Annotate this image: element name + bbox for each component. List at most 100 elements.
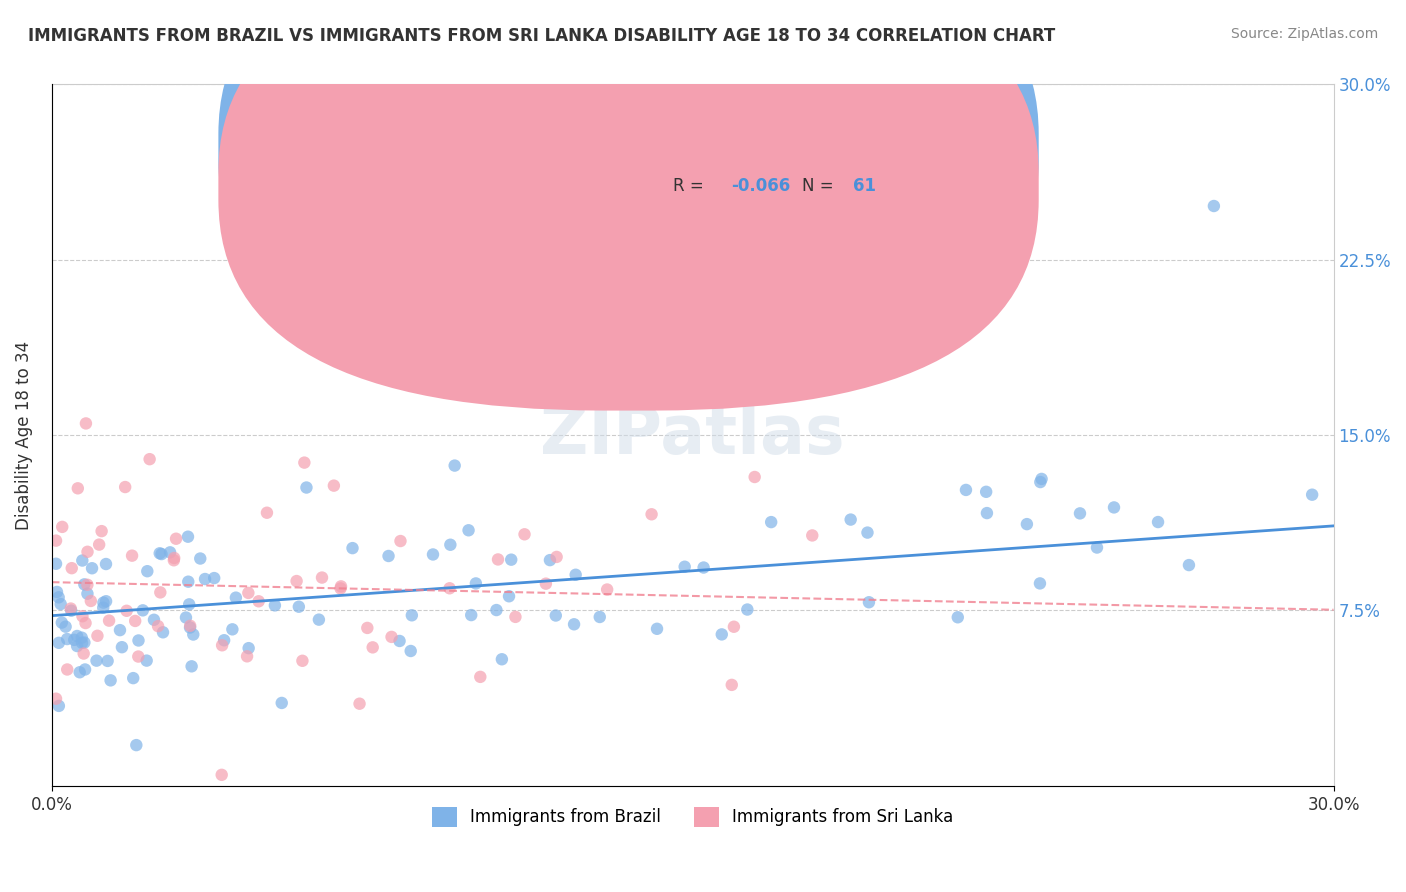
Point	[69, 665, 91, 680]
Point	[640, 508, 662, 522]
Point	[211, 638, 233, 652]
Point	[491, 652, 513, 666]
Point	[589, 610, 612, 624]
Point	[108, 623, 131, 637]
Point	[720, 678, 742, 692]
Point	[737, 602, 759, 616]
Point	[86, 654, 108, 668]
Point	[1202, 199, 1225, 213]
Point	[56, 632, 79, 646]
Point	[505, 610, 527, 624]
Point	[76, 545, 98, 559]
Point	[955, 483, 977, 497]
Point	[238, 586, 260, 600]
Point	[180, 659, 202, 673]
Point	[976, 506, 998, 520]
Point	[1029, 475, 1052, 489]
Point	[288, 599, 311, 614]
Point	[349, 697, 371, 711]
Text: 61: 61	[853, 178, 876, 195]
Point	[513, 527, 536, 541]
Point	[673, 559, 696, 574]
Point	[80, 594, 103, 608]
Point	[1029, 576, 1052, 591]
Point	[356, 621, 378, 635]
Point	[801, 528, 824, 542]
Point	[377, 549, 399, 563]
Point	[143, 613, 166, 627]
Point	[342, 541, 364, 555]
Text: -0.066: -0.066	[731, 178, 790, 195]
Point	[125, 738, 148, 752]
Point	[70, 631, 93, 645]
Point	[93, 596, 115, 610]
Point	[401, 608, 423, 623]
Point	[538, 553, 561, 567]
Point	[596, 582, 619, 597]
Legend: Immigrants from Brazil, Immigrants from Sri Lanka: Immigrants from Brazil, Immigrants from …	[425, 800, 960, 833]
Point	[1301, 488, 1323, 502]
Point	[48, 591, 70, 605]
Point	[136, 564, 159, 578]
Point	[238, 641, 260, 656]
Point	[138, 452, 160, 467]
Point	[498, 589, 520, 603]
Point	[72, 609, 94, 624]
Point	[149, 546, 172, 560]
Point	[75, 417, 97, 431]
Point	[174, 610, 197, 624]
Point	[179, 620, 201, 634]
Point	[121, 549, 143, 563]
Point	[73, 663, 96, 677]
Point	[94, 594, 117, 608]
Text: IMMIGRANTS FROM BRAZIL VS IMMIGRANTS FROM SRI LANKA DISABILITY AGE 18 TO 34 CORR: IMMIGRANTS FROM BRAZIL VS IMMIGRANTS FRO…	[28, 27, 1056, 45]
Point	[66, 481, 89, 495]
Point	[422, 548, 444, 562]
Point	[464, 576, 486, 591]
Point	[63, 632, 86, 647]
Point	[90, 524, 112, 538]
Point	[45, 557, 67, 571]
Point	[562, 617, 585, 632]
Point	[91, 600, 114, 615]
Point	[1147, 515, 1170, 529]
Point	[759, 515, 782, 529]
Point	[501, 552, 523, 566]
Point	[439, 538, 461, 552]
Point	[946, 610, 969, 624]
Point	[55, 620, 77, 634]
FancyBboxPatch shape	[218, 0, 1039, 372]
Point	[159, 545, 181, 559]
Point	[51, 520, 73, 534]
Point	[212, 633, 235, 648]
Point	[177, 574, 200, 589]
Point	[59, 601, 82, 615]
Point	[544, 608, 567, 623]
Point	[361, 640, 384, 655]
Point	[388, 634, 411, 648]
Point	[564, 567, 586, 582]
Point	[73, 577, 96, 591]
Point	[70, 636, 93, 650]
Point	[692, 560, 714, 574]
Point	[389, 534, 412, 549]
Point	[710, 627, 733, 641]
Point	[89, 538, 111, 552]
Point	[179, 598, 201, 612]
Point	[80, 561, 103, 575]
Text: R =: R =	[673, 135, 704, 153]
Point	[295, 481, 318, 495]
Point	[49, 597, 72, 611]
Point	[457, 523, 479, 537]
Text: N =: N =	[801, 135, 834, 153]
Point	[329, 582, 352, 596]
Point	[1069, 507, 1091, 521]
Y-axis label: Disability Age 18 to 34: Disability Age 18 to 34	[15, 341, 32, 530]
Point	[122, 671, 145, 685]
Point	[163, 553, 186, 567]
Point	[124, 614, 146, 628]
Point	[270, 696, 292, 710]
Point	[285, 574, 308, 588]
Point	[546, 549, 568, 564]
Point	[86, 629, 108, 643]
